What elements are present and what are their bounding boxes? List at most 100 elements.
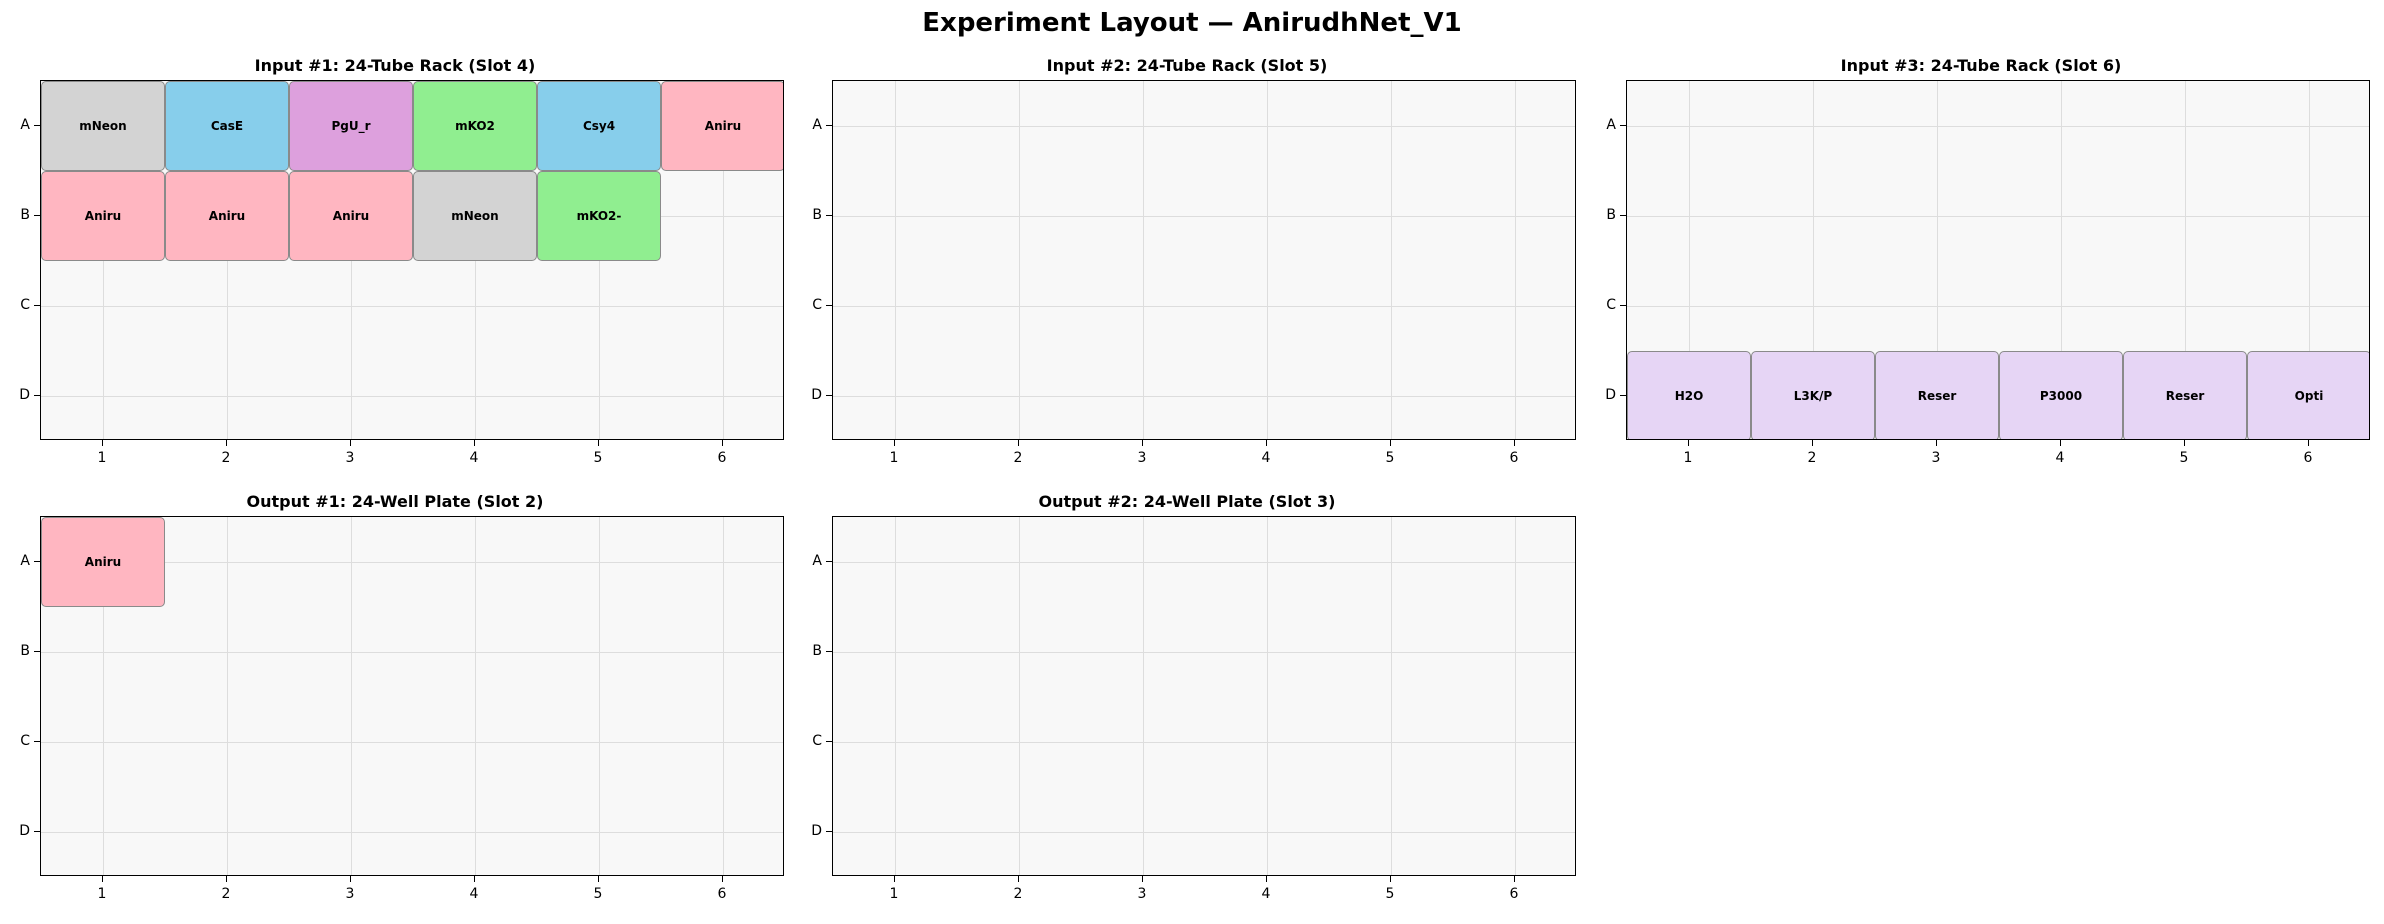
col-label-6: 6 <box>2303 450 2313 466</box>
grid-line-row-B <box>1627 216 2369 217</box>
panel-title: Output #1: 24-Well Plate (Slot 2) <box>246 492 544 511</box>
row-label-A: A <box>812 117 822 133</box>
col-tick <box>2184 440 2185 446</box>
grid-line-col-5 <box>599 517 600 875</box>
row-tick <box>826 561 832 562</box>
well-D4[interactable]: P3000 <box>1999 351 2123 439</box>
row-tick <box>34 651 40 652</box>
grid-line-col-3 <box>1143 517 1144 875</box>
col-label-1: 1 <box>889 886 899 902</box>
plate-grid: Aniru <box>40 516 784 876</box>
well-D5[interactable]: Reser <box>2123 351 2247 439</box>
grid-line-row-D <box>41 396 783 397</box>
row-label-D: D <box>19 823 30 839</box>
row-tick <box>34 305 40 306</box>
col-label-2: 2 <box>1013 450 1023 466</box>
well-B3[interactable]: Aniru <box>289 171 413 261</box>
row-label-A: A <box>20 553 30 569</box>
panel-output-2: Output #2: 24-Well Plate (Slot 3) A B C D 1 2… <box>792 492 1582 912</box>
row-tick <box>826 831 832 832</box>
row-label-B: B <box>812 643 822 659</box>
grid-line-row-B <box>833 652 1575 653</box>
row-tick <box>34 395 40 396</box>
col-label-6: 6 <box>717 450 727 466</box>
well-A4[interactable]: mKO2 <box>413 81 537 171</box>
rack-grid: H2O L3K/P Reser P3000 Reser Opti <box>1626 80 2370 440</box>
col-tick <box>722 876 723 882</box>
well-B5[interactable]: mKO2- <box>537 171 661 261</box>
col-label-3: 3 <box>1137 450 1147 466</box>
col-tick <box>894 440 895 446</box>
row-label-B: B <box>812 207 822 223</box>
rack-grid: mNeon CasE PgU_r mKO2 Csy4 Aniru Aniru Aniru Ani… <box>40 80 784 440</box>
well-A3[interactable]: PgU_r <box>289 81 413 171</box>
row-label-D: D <box>811 823 822 839</box>
col-label-6: 6 <box>1509 450 1519 466</box>
row-tick <box>34 215 40 216</box>
grid-line-row-B <box>833 216 1575 217</box>
well-A1[interactable]: mNeon <box>41 81 165 171</box>
grid-line-row-D <box>41 832 783 833</box>
col-tick <box>1266 440 1267 446</box>
grid-line-col-2 <box>227 517 228 875</box>
col-tick <box>102 440 103 446</box>
grid-line-row-A <box>41 562 783 563</box>
row-label-C: C <box>1606 297 1616 313</box>
col-label-4: 4 <box>1261 886 1271 902</box>
col-label-1: 1 <box>97 450 107 466</box>
grid-line-col-3 <box>351 517 352 875</box>
col-tick <box>598 876 599 882</box>
col-label-4: 4 <box>2055 450 2065 466</box>
col-tick <box>598 440 599 446</box>
grid-line-row-C <box>833 306 1575 307</box>
row-tick <box>826 215 832 216</box>
grid-line-col-6 <box>723 517 724 875</box>
well-A6[interactable]: Aniru <box>661 81 783 171</box>
grid-line-row-A <box>1627 126 2369 127</box>
col-tick <box>1936 440 1937 446</box>
grid-line-row-A <box>833 562 1575 563</box>
row-label-D: D <box>1605 387 1616 403</box>
col-tick <box>1018 440 1019 446</box>
col-tick <box>1266 876 1267 882</box>
col-label-5: 5 <box>2179 450 2189 466</box>
grid-line-row-D <box>833 832 1575 833</box>
col-tick <box>1142 440 1143 446</box>
well-B2[interactable]: Aniru <box>165 171 289 261</box>
grid-line-row-B <box>41 652 783 653</box>
grid-line-row-C <box>833 742 1575 743</box>
row-tick <box>1620 125 1626 126</box>
grid-line-col-1 <box>895 517 896 875</box>
col-label-2: 2 <box>221 450 231 466</box>
well-D6[interactable]: Opti <box>2247 351 2369 439</box>
col-tick <box>226 876 227 882</box>
well-B4[interactable]: mNeon <box>413 171 537 261</box>
panel-input-1: Input #1: 24-Tube Rack (Slot 4) mNeon Cas… <box>0 56 790 476</box>
col-label-5: 5 <box>593 886 603 902</box>
well-A1[interactable]: Aniru <box>41 517 165 607</box>
col-tick <box>1390 440 1391 446</box>
grid-line-col-5 <box>1391 81 1392 439</box>
well-D2[interactable]: L3K/P <box>1751 351 1875 439</box>
row-tick <box>34 561 40 562</box>
col-label-4: 4 <box>469 450 479 466</box>
rack-grid <box>832 80 1576 440</box>
row-label-A: A <box>1606 117 1616 133</box>
grid-line-col-6 <box>723 81 724 439</box>
row-label-C: C <box>812 297 822 313</box>
col-label-6: 6 <box>1509 886 1519 902</box>
well-A5[interactable]: Csy4 <box>537 81 661 171</box>
col-tick <box>1514 440 1515 446</box>
row-tick <box>1620 215 1626 216</box>
grid-line-col-1 <box>103 517 104 875</box>
col-tick <box>350 876 351 882</box>
well-B1[interactable]: Aniru <box>41 171 165 261</box>
col-tick <box>1018 876 1019 882</box>
panel-title: Input #2: 24-Tube Rack (Slot 5) <box>1046 56 1328 75</box>
well-D3[interactable]: Reser <box>1875 351 1999 439</box>
col-label-2: 2 <box>1013 886 1023 902</box>
well-A2[interactable]: CasE <box>165 81 289 171</box>
grid-line-row-C <box>41 742 783 743</box>
col-label-5: 5 <box>1385 886 1395 902</box>
well-D1[interactable]: H2O <box>1627 351 1751 439</box>
